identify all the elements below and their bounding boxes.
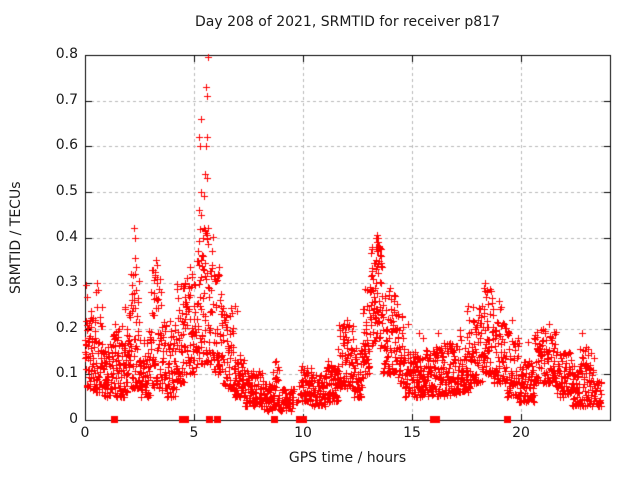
y-axis-label: SRMTID / TECUs [8, 181, 24, 294]
y-tick-label: 0.8 [55, 46, 78, 62]
y-tick-label: 0.1 [55, 365, 78, 381]
x-tick-label: 20 [512, 425, 530, 441]
x-axis-label: GPS time / hours [288, 450, 407, 466]
x-tick-label: 0 [80, 425, 90, 441]
y-tick-label: 0.3 [55, 274, 78, 290]
y-tick-label: 0.2 [55, 320, 78, 336]
y-tick-label: 0.6 [55, 137, 78, 153]
chart-title: Day 208 of 2021, SRMTID for receiver p81… [194, 14, 501, 30]
x-tick-label: 10 [294, 425, 312, 441]
y-tick-label: 0.7 [55, 92, 78, 108]
y-tick-label: 0.4 [55, 229, 78, 245]
y-tick-label: 0 [69, 411, 78, 427]
x-tick-label: 5 [189, 425, 199, 441]
y-tick-label: 0.5 [55, 183, 78, 199]
x-tick-label: 15 [403, 425, 421, 441]
